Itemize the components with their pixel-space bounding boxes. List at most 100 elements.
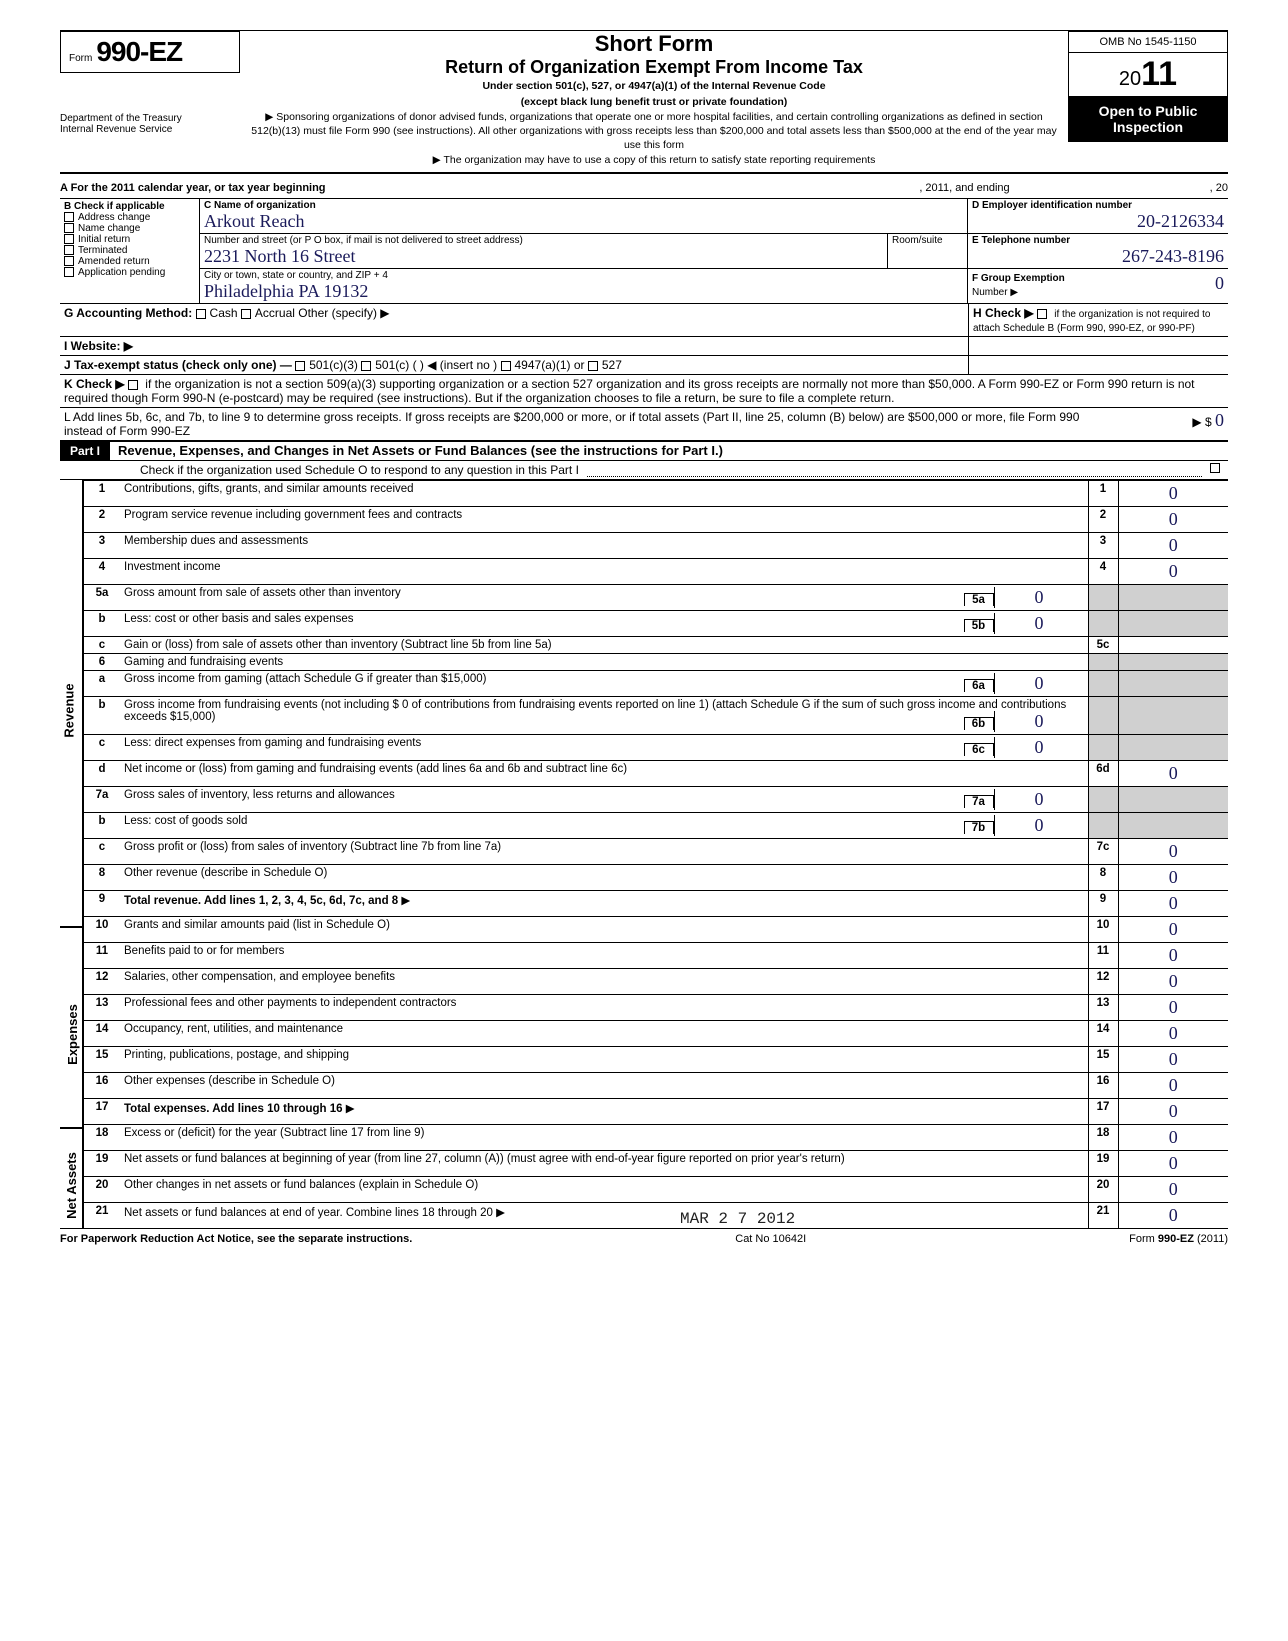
line-desc: Salaries, other compensation, and employ…: [120, 968, 1088, 994]
line-amount: 0: [1118, 1072, 1228, 1098]
part1-check-text: Check if the organization used Schedule …: [140, 463, 579, 477]
line-desc: Total expenses. Add lines 10 through 16 …: [120, 1098, 1088, 1124]
line-row: cGross profit or (loss) from sales of in…: [84, 838, 1228, 864]
k-label: K Check ▶: [64, 377, 125, 391]
line-desc: Occupancy, rent, utilities, and maintena…: [120, 1020, 1088, 1046]
line-box: 6d: [1088, 760, 1118, 786]
k-checkbox[interactable]: [128, 380, 138, 390]
row-gh: G Accounting Method: Cash Accrual Other …: [60, 303, 1228, 336]
line-box: 3: [1088, 532, 1118, 558]
line-row: 12Salaries, other compensation, and empl…: [84, 968, 1228, 994]
line-desc: Excess or (deficit) for the year (Subtra…: [120, 1124, 1088, 1150]
line-box: [1088, 653, 1118, 670]
j-4947-checkbox[interactable]: [501, 361, 511, 371]
a-text: A For the 2011 calendar year, or tax yea…: [60, 182, 326, 194]
b-checkbox[interactable]: [64, 234, 74, 244]
line-box: 20: [1088, 1176, 1118, 1202]
j-501c3-checkbox[interactable]: [295, 361, 305, 371]
j-501c-checkbox[interactable]: [361, 361, 371, 371]
line-row: bLess: cost of goods sold 7b0: [84, 812, 1228, 838]
b-checkbox[interactable]: [64, 223, 74, 233]
line-amount: [1118, 734, 1228, 760]
h-checkbox[interactable]: [1037, 309, 1047, 319]
b-checkbox[interactable]: [64, 256, 74, 266]
footer-right: Form 990-EZ (2011): [1129, 1233, 1228, 1245]
e-value: 267-243-8196: [972, 246, 1224, 267]
g-accrual-checkbox[interactable]: [241, 309, 251, 319]
line-number: 17: [84, 1098, 120, 1124]
title-sub1: Under section 501(c), 527, or 4947(a)(1)…: [250, 80, 1058, 94]
side-expenses: Expenses: [65, 1005, 80, 1066]
j-insert: ) ◀ (insert no ): [420, 358, 497, 372]
line-desc: Other expenses (describe in Schedule O): [120, 1072, 1088, 1098]
side-revenue: Revenue: [62, 683, 77, 737]
line-desc: Gross sales of inventory, less returns a…: [120, 786, 1088, 812]
line-box: 13: [1088, 994, 1118, 1020]
line-box: 5c: [1088, 636, 1118, 653]
b-item: Address change: [64, 212, 195, 223]
b-checkbox[interactable]: [64, 267, 74, 277]
line-row: 10Grants and similar amounts paid (list …: [84, 916, 1228, 942]
line-row: 4Investment income40: [84, 558, 1228, 584]
year-prefix: 20: [1119, 68, 1141, 90]
line-amount: [1118, 696, 1228, 734]
line-amount: [1118, 636, 1228, 653]
j-501c3: 501(c)(3): [309, 358, 358, 372]
line-box: [1088, 610, 1118, 636]
line-row: aGross income from gaming (attach Schedu…: [84, 670, 1228, 696]
dept-line1: Department of the Treasury: [60, 113, 240, 124]
f-label2: Number ▶: [972, 287, 1018, 298]
line-number: b: [84, 812, 120, 838]
line-desc: Net assets or fund balances at end of ye…: [120, 1202, 1088, 1228]
line-number: 18: [84, 1124, 120, 1150]
line-box: 4: [1088, 558, 1118, 584]
line-box: 14: [1088, 1020, 1118, 1046]
j-527: 527: [602, 358, 622, 372]
line-amount: 0: [1118, 1202, 1228, 1228]
line-desc: Gaming and fundraising events: [120, 653, 1088, 670]
line-desc: Gross income from gaming (attach Schedul…: [120, 670, 1088, 696]
line-box: 10: [1088, 916, 1118, 942]
j-527-checkbox[interactable]: [588, 361, 598, 371]
footer-left: For Paperwork Reduction Act Notice, see …: [60, 1233, 412, 1245]
line-number: 5a: [84, 584, 120, 610]
l-text: L Add lines 5b, 6c, and 7b, to line 9 to…: [64, 410, 1079, 438]
line-number: d: [84, 760, 120, 786]
line-row: 14Occupancy, rent, utilities, and mainte…: [84, 1020, 1228, 1046]
line-number: b: [84, 696, 120, 734]
line-desc: Gain or (loss) from sale of assets other…: [120, 636, 1088, 653]
dept-line2: Internal Revenue Service: [60, 124, 240, 135]
line-desc: Other revenue (describe in Schedule O): [120, 864, 1088, 890]
line-box: 21: [1088, 1202, 1118, 1228]
a-end: , 20: [1210, 182, 1228, 194]
line-row: cLess: direct expenses from gaming and f…: [84, 734, 1228, 760]
b-item: Name change: [64, 223, 195, 234]
line-amount: 0: [1118, 942, 1228, 968]
line-desc: Membership dues and assessments: [120, 532, 1088, 558]
dept-block: Department of the Treasury Internal Reve…: [60, 113, 240, 135]
g-other: Other (specify) ▶: [298, 306, 389, 320]
part1-checkbox[interactable]: [1210, 463, 1220, 473]
b-checkbox[interactable]: [64, 212, 74, 222]
line-box: [1088, 670, 1118, 696]
b-checkbox[interactable]: [64, 245, 74, 255]
row-j: J Tax-exempt status (check only one) — 5…: [60, 355, 1228, 374]
line-row: 7aGross sales of inventory, less returns…: [84, 786, 1228, 812]
line-number: 13: [84, 994, 120, 1020]
c-city-label: City or town, state or country, and ZIP …: [204, 270, 963, 281]
line-desc: Investment income: [120, 558, 1088, 584]
line-amount: 0: [1118, 1046, 1228, 1072]
a-mid: , 2011, and ending: [919, 182, 1009, 194]
line-amount: 0: [1118, 1098, 1228, 1124]
year-big: 11: [1141, 55, 1177, 93]
line-number: c: [84, 636, 120, 653]
c-addr-value: 2231 North 16 Street: [204, 246, 883, 267]
line-amount: 0: [1118, 480, 1228, 506]
line-row: 5aGross amount from sale of assets other…: [84, 584, 1228, 610]
g-cash-checkbox[interactable]: [196, 309, 206, 319]
row-a: A For the 2011 calendar year, or tax yea…: [60, 178, 1228, 198]
f-value: 0: [1215, 273, 1224, 294]
line-amount: [1118, 653, 1228, 670]
title-main: Return of Organization Exempt From Incom…: [250, 57, 1058, 78]
footer: For Paperwork Reduction Act Notice, see …: [60, 1228, 1228, 1245]
